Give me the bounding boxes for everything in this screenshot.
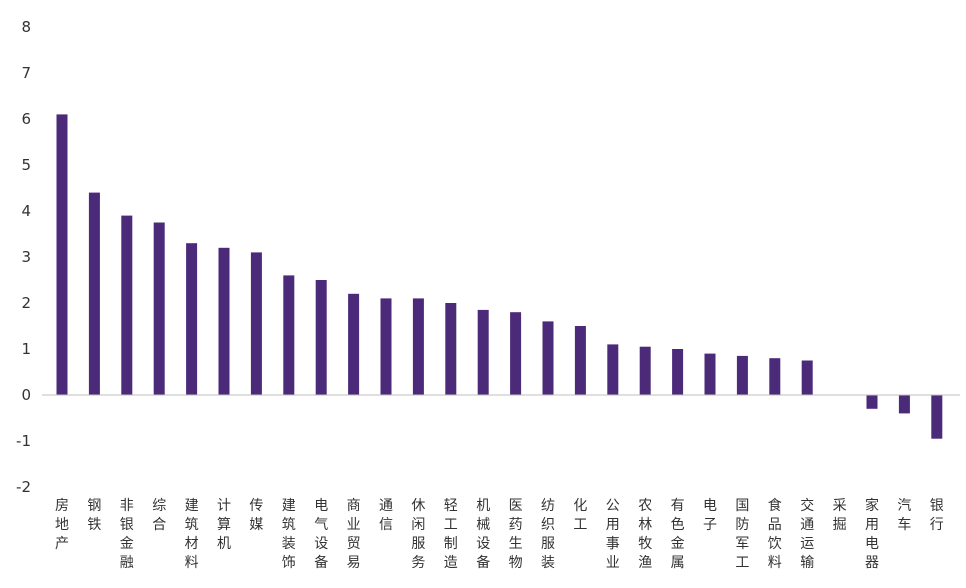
bar bbox=[283, 275, 295, 395]
x-tick-label: 通信 bbox=[379, 498, 393, 533]
x-tick-label: 纺织服装 bbox=[541, 498, 555, 571]
y-tick-label: 8 bbox=[21, 18, 31, 36]
x-tick-label: 家用电器 bbox=[865, 497, 879, 571]
bar bbox=[607, 344, 619, 395]
x-axis-labels: 房地产 钢铁 非银金融 综合 建筑材料 计算机 传媒 建筑装饰 电气设备 商业贸易 通信 休闲服务 轻工… bbox=[55, 497, 944, 571]
bar bbox=[153, 222, 165, 395]
bar bbox=[348, 293, 360, 395]
bar bbox=[510, 312, 522, 395]
x-tick-label: 非银金融 bbox=[120, 498, 134, 571]
x-tick-label: 电子 bbox=[703, 498, 717, 533]
y-tick-label: 3 bbox=[21, 248, 31, 266]
bar bbox=[315, 280, 327, 395]
x-tick-label: 机械设备 bbox=[476, 498, 490, 571]
bar bbox=[866, 395, 878, 409]
x-tick-label: 综合 bbox=[152, 498, 166, 533]
bar bbox=[88, 192, 100, 395]
bar bbox=[218, 247, 230, 395]
x-tick-label: 有色金属 bbox=[671, 498, 685, 571]
x-tick-label: 房地产 bbox=[55, 498, 69, 552]
bar bbox=[445, 303, 457, 395]
bar bbox=[639, 346, 651, 395]
x-tick-label: 计算机 bbox=[217, 498, 231, 552]
bar bbox=[412, 298, 424, 395]
y-tick-label: -2 bbox=[16, 478, 31, 496]
y-axis-ticks: 8 7 6 5 4 3 2 1 0 -1 -2 bbox=[16, 18, 31, 496]
bar bbox=[542, 321, 554, 395]
x-tick-label: 商业贸易 bbox=[347, 498, 361, 571]
y-tick-label: -1 bbox=[16, 432, 31, 450]
x-tick-label: 钢铁 bbox=[87, 498, 101, 533]
bar bbox=[672, 349, 684, 395]
bar bbox=[186, 243, 198, 395]
bar bbox=[56, 114, 68, 396]
x-tick-label: 公用事业 bbox=[606, 498, 620, 571]
x-tick-label: 交通运输 bbox=[800, 497, 814, 571]
bar bbox=[801, 360, 813, 395]
x-tick-label: 采掘 bbox=[833, 498, 847, 533]
y-tick-label: 7 bbox=[21, 64, 31, 82]
x-tick-label: 医药生物 bbox=[509, 498, 523, 571]
y-tick-label: 4 bbox=[21, 202, 31, 220]
x-tick-label: 电气设备 bbox=[314, 498, 328, 571]
x-tick-label: 建筑装饰 bbox=[282, 498, 296, 571]
x-tick-label: 传媒 bbox=[249, 498, 263, 533]
x-tick-label: 化工 bbox=[573, 498, 587, 533]
y-tick-label: 1 bbox=[21, 340, 31, 358]
bar bbox=[931, 395, 943, 439]
x-tick-label: 建筑材料 bbox=[185, 498, 199, 571]
x-tick-label: 农林牧渔 bbox=[638, 498, 652, 571]
bars bbox=[56, 114, 943, 439]
y-tick-label: 5 bbox=[21, 156, 31, 174]
x-tick-label: 银行 bbox=[930, 498, 944, 533]
x-tick-label: 国防军工 bbox=[735, 498, 749, 571]
y-tick-label: 2 bbox=[21, 294, 31, 312]
bar bbox=[898, 395, 910, 414]
bar bbox=[574, 326, 586, 395]
bar bbox=[736, 355, 748, 395]
x-tick-label: 汽车 bbox=[897, 498, 911, 533]
x-tick-label: 轻工制造 bbox=[444, 498, 458, 571]
y-tick-label: 6 bbox=[21, 110, 31, 128]
x-tick-label: 食品饮料 bbox=[768, 497, 782, 571]
x-tick-label: 休闲服务 bbox=[411, 498, 425, 571]
bar bbox=[477, 309, 489, 395]
bar bbox=[250, 252, 262, 395]
y-tick-label: 0 bbox=[21, 386, 31, 404]
bar bbox=[380, 298, 392, 395]
bar bbox=[769, 358, 781, 395]
bar bbox=[704, 353, 716, 395]
bar bbox=[121, 215, 133, 395]
